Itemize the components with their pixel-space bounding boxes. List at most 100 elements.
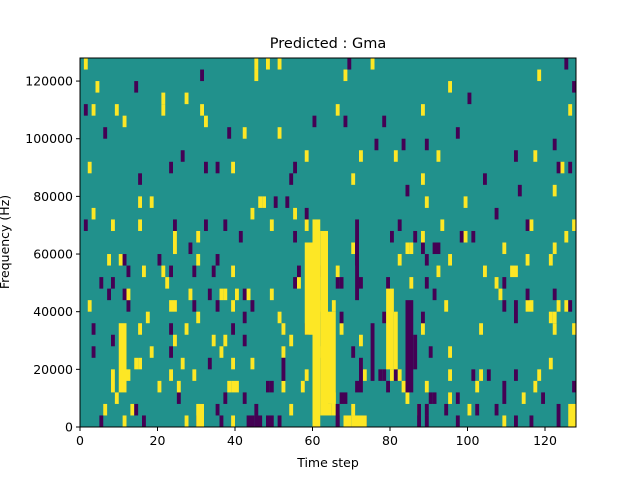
heatmap-cell-high (95, 81, 100, 93)
heatmap-cell-high (564, 230, 569, 243)
heatmap-cell-high (246, 288, 251, 301)
heatmap-cell-high (533, 380, 538, 393)
heatmap-cell-low (355, 380, 359, 393)
heatmap-cell-high (231, 357, 235, 370)
heatmap-cell-high (111, 369, 115, 393)
heatmap-cell-low (192, 300, 197, 312)
heatmap-cell-low (169, 323, 173, 335)
heatmap-cell-high (421, 230, 425, 243)
heatmap-cell-high (510, 265, 514, 278)
heatmap-cell-low (246, 415, 255, 427)
heatmap-cell-high (277, 58, 282, 70)
heatmap-cell-low (293, 161, 297, 174)
heatmap-cell-high (138, 219, 142, 231)
heatmap-cell-low (126, 265, 131, 278)
heatmap-cell-high (250, 207, 255, 220)
heatmap-cell-high (281, 323, 286, 335)
heatmap-cell-low (219, 415, 224, 427)
heatmap-cell-high (304, 150, 309, 162)
heatmap-cell-low (111, 334, 115, 347)
heatmap-cell-high (304, 369, 309, 381)
heatmap-cell-high (250, 357, 255, 370)
heatmap-cell-low (514, 415, 518, 427)
heatmap-cell-low (200, 69, 204, 82)
heatmap-cell-low (455, 415, 460, 427)
x-tick-label: 20 (150, 433, 166, 448)
heatmap-cell-high (297, 277, 301, 289)
heatmap-cell-low (215, 161, 220, 174)
heatmap-cell-high (390, 369, 394, 381)
heatmap-cell-low (347, 58, 352, 70)
heatmap-cell-low (405, 300, 414, 393)
heatmap-cell-high (231, 415, 235, 427)
heatmap-cell-low (517, 184, 522, 197)
heatmap-cell-low (552, 288, 557, 301)
heatmap-cell-high (351, 242, 356, 255)
heatmap-cell-high (436, 265, 441, 278)
heatmap-cell-low (242, 311, 247, 324)
heatmap-cell-low (289, 173, 294, 185)
heatmap-cell-low (374, 138, 379, 151)
y-axis-label: Frequency (Hz) (0, 195, 12, 289)
heatmap-cell-low (242, 334, 247, 347)
heatmap-cell-low (564, 58, 569, 70)
heatmap-cell-high (118, 323, 127, 393)
heatmap-cell-high (180, 357, 185, 370)
heatmap-cell-low (134, 403, 139, 416)
heatmap-cell-low (436, 242, 441, 255)
heatmap-cell-low (413, 230, 418, 243)
heatmap-cell-low (432, 392, 437, 404)
heatmap-cell-high (165, 277, 170, 289)
heatmap-cell-high (421, 104, 425, 116)
heatmap-cell-low (359, 357, 363, 393)
heatmap-cell-high (138, 357, 142, 370)
heatmap-cell-high (114, 104, 119, 116)
heatmap-cell-low (424, 277, 429, 289)
heatmap-cell-low (343, 392, 348, 404)
heatmap-cell-high (405, 242, 410, 255)
heatmap-cell-low (188, 242, 193, 255)
heatmap-cell-low (138, 173, 142, 185)
heatmap-cell-high (91, 207, 96, 220)
heatmap-cell-high (231, 265, 235, 278)
heatmap-cell-high (564, 300, 569, 312)
heatmap-cell-high (479, 369, 483, 381)
heatmap-cell-high (537, 369, 542, 381)
heatmap-cell-low (572, 81, 576, 93)
heatmap-cell-high (475, 380, 480, 393)
heatmap-cell-high (568, 403, 576, 427)
heatmap-cell-high (514, 265, 518, 278)
heatmap-cell-low (552, 138, 557, 151)
heatmap-cell-low (486, 369, 491, 381)
heatmap-cell-low (223, 219, 228, 231)
heatmap-cell-high (142, 265, 146, 278)
heatmap-cell-low (417, 403, 421, 427)
heatmap-cell-high (107, 254, 111, 266)
heatmap-cell-low (157, 254, 162, 266)
heatmap-cell-high (339, 323, 344, 335)
heatmap-cell-high (254, 58, 259, 70)
heatmap-cell-low (297, 265, 301, 278)
heatmap-cell-high (219, 346, 224, 358)
heatmap-cell-low (432, 288, 437, 301)
heatmap-cell-low (83, 219, 88, 231)
heatmap-cell-low (455, 392, 460, 404)
heatmap-cell-low (277, 415, 282, 427)
heatmap-cell-high (235, 380, 239, 393)
heatmap-cell-high (424, 196, 429, 208)
heatmap-cell-high (122, 115, 127, 128)
heatmap-cell-high (126, 288, 131, 301)
heatmap-cell-high (331, 403, 336, 416)
y-axis-ticks: 0 20000 40000 60000 80000 100000 120000 (25, 74, 80, 435)
heatmap-cell-low (103, 127, 108, 139)
heatmap-cell-high (173, 334, 177, 347)
heatmap-cell-low (242, 392, 247, 404)
heatmap-cell-high (114, 392, 119, 404)
heatmap-cell-low (471, 369, 476, 381)
heatmap-cell-low (83, 104, 88, 116)
heatmap-cell-high (173, 242, 177, 255)
x-axis-label: Time step (296, 455, 359, 470)
heatmap-cell-low (169, 346, 173, 358)
heatmap-cell-high (483, 265, 487, 278)
heatmap-cell-high (227, 380, 232, 393)
